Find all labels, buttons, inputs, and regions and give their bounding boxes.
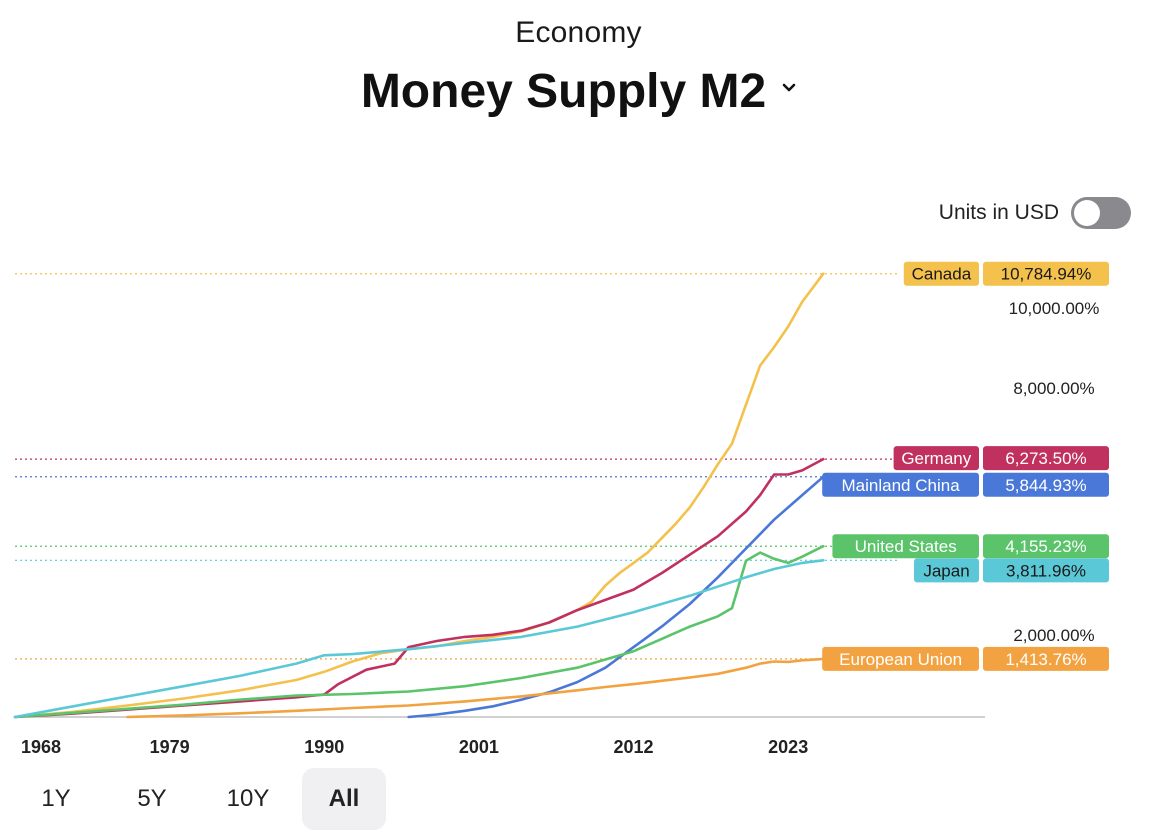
y-tick-label: 8,000.00%	[1013, 379, 1094, 398]
series-name-label: Mainland China	[842, 476, 961, 495]
series-name-label: Japan	[923, 561, 969, 580]
range-button-10y[interactable]: 10Y	[226, 785, 270, 812]
series-value-tag	[983, 472, 1109, 497]
series-value-tag	[983, 558, 1109, 583]
units-label: Units in USD	[938, 201, 1059, 224]
series-name-label: United States	[855, 537, 957, 556]
series-value-tag	[983, 446, 1109, 471]
y-tick-label: 10,000.00%	[1009, 299, 1100, 318]
series-line	[126, 657, 825, 719]
x-tick-label: 2001	[459, 737, 499, 757]
series-name-tag	[903, 261, 979, 286]
chevron-down-icon[interactable]	[782, 81, 796, 95]
range-button-5y[interactable]: 5Y	[137, 785, 167, 812]
series-name-tag	[822, 646, 979, 671]
series-line	[13, 544, 825, 719]
page-title: Money Supply M2	[360, 65, 767, 118]
y-tick-label: 2,000.00%	[1013, 626, 1094, 645]
series-value-label: 6,273.50%	[1005, 449, 1086, 468]
units-toggle[interactable]	[1071, 197, 1131, 229]
series-value-tag	[983, 646, 1109, 671]
series-line	[13, 457, 825, 719]
series-value-tag	[983, 534, 1109, 559]
series-name-tag	[822, 472, 979, 497]
series-value-label: 10,784.94%	[1001, 265, 1092, 284]
series-value-label: 3,811.96%	[1006, 561, 1086, 580]
series-name-label: European Union	[839, 650, 962, 669]
x-tick-label: 1979	[150, 737, 190, 757]
series-value-label: 4,155.23%	[1005, 537, 1086, 556]
chart-title-selector[interactable]: Money Supply M2	[0, 64, 1157, 119]
x-tick-label: 1990	[304, 737, 344, 757]
units-control: Units in USD	[939, 196, 1131, 230]
x-tick-label: 1968	[21, 737, 61, 757]
series-value-tag	[983, 261, 1109, 286]
series-name-tag	[832, 534, 979, 559]
series-value-label: 5,844.93%	[1005, 476, 1086, 495]
series-value-label: 1,413.76%	[1005, 650, 1086, 669]
series-line	[13, 558, 825, 719]
series-name-tag	[893, 446, 979, 471]
series-name-label: Canada	[912, 265, 972, 284]
range-selector: 1Y 5Y 10Y All	[14, 768, 398, 830]
series-name-label: Germany	[901, 449, 971, 468]
series-name-tag	[914, 558, 979, 583]
page-category: Economy	[515, 16, 642, 49]
series-line	[13, 272, 825, 719]
series-line	[407, 475, 825, 719]
x-tick-label: 2023	[768, 737, 808, 757]
m2-chart: 1968 1979 1990 2001 2012 2023 2,000.00% 8,000.0…	[13, 261, 1109, 757]
x-tick-label: 2012	[614, 737, 654, 757]
range-button-1y[interactable]: 1Y	[41, 785, 71, 812]
toggle-knob	[1074, 200, 1100, 226]
range-button-all[interactable]: All	[302, 768, 386, 830]
